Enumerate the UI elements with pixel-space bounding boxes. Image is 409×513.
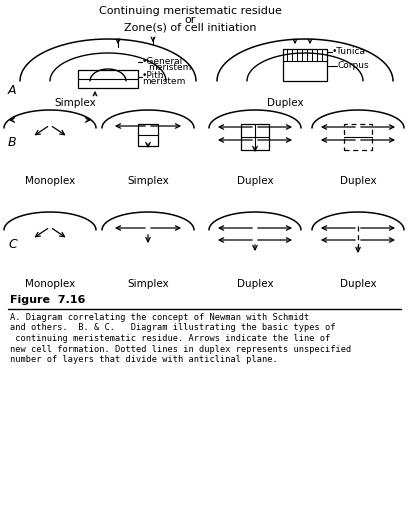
Text: Monoplex: Monoplex [25, 279, 75, 289]
Text: Simplex: Simplex [127, 176, 169, 186]
Text: Duplex: Duplex [340, 176, 376, 186]
Bar [344, 124, 372, 150]
Text: Simplex: Simplex [127, 279, 169, 289]
Text: Duplex: Duplex [237, 279, 273, 289]
Text: •Pith: •Pith [142, 71, 164, 81]
Text: A: A [8, 85, 16, 97]
Text: new cell formation. Dotted lines in duplex represents unspecified: new cell formation. Dotted lines in dupl… [10, 345, 351, 353]
Text: •General: •General [142, 57, 183, 67]
Bar [138, 124, 158, 146]
Text: meristem: meristem [142, 77, 185, 87]
Text: meristem: meristem [148, 64, 191, 72]
Text: Duplex: Duplex [237, 176, 273, 186]
Text: Zone(s) of cell initiation: Zone(s) of cell initiation [124, 23, 256, 33]
Text: A. Diagram correlating the concept of Newman with Schmidt: A. Diagram correlating the concept of Ne… [10, 313, 309, 322]
Bar [241, 124, 269, 150]
Text: Monoplex: Monoplex [25, 176, 75, 186]
Text: B: B [8, 136, 17, 149]
Bar [78, 70, 138, 88]
Text: Duplex: Duplex [340, 279, 376, 289]
Text: Continuing meristematic residue: Continuing meristematic residue [99, 6, 281, 16]
Text: •Tunica: •Tunica [332, 48, 366, 56]
Text: Duplex: Duplex [267, 98, 303, 108]
Text: Simplex: Simplex [54, 98, 96, 108]
Text: continuing meristematic residue. Arrows indicate the line of: continuing meristematic residue. Arrows … [10, 334, 330, 343]
Text: or: or [184, 15, 196, 25]
Bar [283, 49, 327, 81]
Text: C: C [8, 239, 17, 251]
Text: and others.  B. & C.   Diagram illustrating the basic types of: and others. B. & C. Diagram illustrating… [10, 324, 335, 332]
Text: number of layers that divide with anticlinal plane.: number of layers that divide with anticl… [10, 355, 278, 364]
Text: Corpus: Corpus [337, 62, 369, 70]
Text: Figure  7.16: Figure 7.16 [10, 295, 85, 305]
